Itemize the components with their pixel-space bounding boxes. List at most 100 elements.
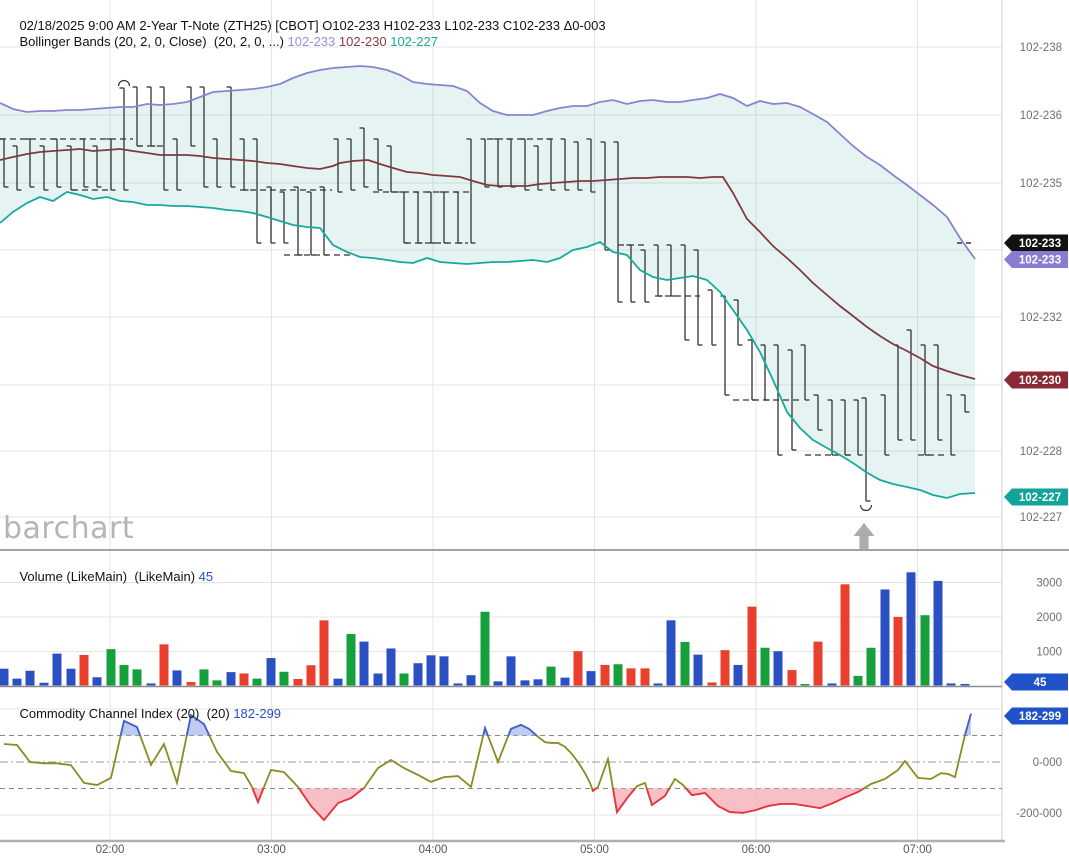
price-bar xyxy=(773,344,783,456)
upper-band-badge-text: 102-233 xyxy=(1019,255,1061,267)
volume-header[interactable]: Volume (LikeMain) (LikeMain) 45 xyxy=(5,554,213,599)
time-axis-label[interactable]: 04:00 xyxy=(419,844,448,856)
price-bar xyxy=(653,244,663,297)
volume-axis-label: 1000 xyxy=(1036,647,1062,659)
volume-bar xyxy=(600,664,610,686)
price-bar xyxy=(707,289,717,346)
volume-bar xyxy=(453,683,463,686)
price-bar xyxy=(546,138,556,191)
price-bar xyxy=(533,145,543,191)
volume-bar xyxy=(439,656,449,686)
barchart-logo: barchart xyxy=(3,511,135,546)
bollinger-header[interactable]: Bollinger Bands (20, 2, 0, Close) (20, 2… xyxy=(5,19,437,64)
bollinger-middle-value: 102-230 xyxy=(338,34,387,49)
price-axis-label: 102-228 xyxy=(1020,446,1062,458)
volume-bar xyxy=(720,650,730,686)
volume-bar xyxy=(707,682,717,686)
volume-bar xyxy=(946,683,956,686)
price-bar xyxy=(933,344,943,441)
volume-value: 45 xyxy=(198,569,214,584)
volume-bar xyxy=(626,668,636,686)
volume-bar xyxy=(546,666,556,686)
price-bar xyxy=(760,344,770,401)
price-bar xyxy=(306,191,316,256)
volume-bar xyxy=(640,668,650,686)
price-bar xyxy=(920,344,930,456)
time-axis-label[interactable]: 05:00 xyxy=(580,844,609,856)
volume-axis-label: 2000 xyxy=(1036,612,1062,624)
price-bar xyxy=(279,191,289,244)
time-axis-label[interactable]: 03:00 xyxy=(257,844,286,856)
volume-bar xyxy=(386,648,396,686)
cci-overbought-fill xyxy=(4,713,971,736)
volume-bar xyxy=(866,647,876,686)
price-bar xyxy=(333,138,343,193)
volume-bar xyxy=(426,655,436,686)
bollinger-middle-line xyxy=(0,148,976,380)
cci-oversold-line xyxy=(251,788,866,822)
volume-bar xyxy=(520,680,530,686)
last-price-badge: 102-233 xyxy=(1004,234,1068,252)
high-arc-marker xyxy=(117,79,131,87)
volume-bar xyxy=(119,664,129,686)
lower-band-badge-text: 102-227 xyxy=(1019,492,1061,504)
price-bar xyxy=(480,138,490,188)
last-price-badge-shape xyxy=(1004,234,1068,252)
cci-header[interactable]: Commodity Channel Index (20) (20) 182-29… xyxy=(5,691,281,736)
price-bar xyxy=(66,145,76,191)
last-price-badge-text: 102-233 xyxy=(1019,238,1061,250)
low-arc-marker xyxy=(859,504,873,512)
volume-bar xyxy=(0,668,9,686)
cci-oversold-region xyxy=(4,788,971,822)
volume-bar xyxy=(827,683,837,686)
middle-band-badge: 102-230 xyxy=(1004,371,1068,389)
time-axis: 02:00 03:00 04:00 05:00 06:00 07:00 xyxy=(96,844,932,856)
upper-band-badge-shape xyxy=(1004,251,1068,268)
cci-panel[interactable] xyxy=(0,713,1002,822)
volume-bar xyxy=(186,682,196,686)
volume-panel[interactable] xyxy=(0,572,970,686)
volume-bar xyxy=(613,664,623,686)
price-bar xyxy=(399,191,409,244)
price-axis-label: 102-236 xyxy=(1020,110,1062,122)
volume-bar xyxy=(466,675,476,686)
price-bar xyxy=(747,339,757,401)
price-bar xyxy=(880,394,890,456)
volume-bar xyxy=(226,672,236,686)
volume-bar xyxy=(760,647,770,686)
volume-bar xyxy=(840,584,850,686)
volume-bar xyxy=(666,620,676,686)
up-arrow-marker xyxy=(853,523,875,549)
main-price-panel[interactable] xyxy=(0,65,976,549)
volume-bar xyxy=(853,675,863,686)
volume-bar xyxy=(266,658,276,686)
price-bar xyxy=(226,86,236,188)
volume-bar xyxy=(52,653,62,686)
volume-bar xyxy=(880,589,890,686)
volume-bar xyxy=(212,680,222,686)
cci-value: 182-299 xyxy=(233,706,282,721)
volume-bar xyxy=(25,670,35,686)
volume-bar xyxy=(92,677,102,686)
volume-bar xyxy=(319,620,329,686)
volume-bar xyxy=(159,644,169,686)
time-axis-label[interactable]: 06:00 xyxy=(742,844,771,856)
time-axis-label[interactable]: 07:00 xyxy=(903,844,932,856)
time-axis-label[interactable]: 02:00 xyxy=(96,844,125,856)
price-bar xyxy=(12,145,22,191)
price-axis-label: 102-235 xyxy=(1020,178,1062,190)
price-bar xyxy=(386,145,396,193)
price-bar xyxy=(426,191,436,244)
price-bar xyxy=(52,138,62,188)
volume-bar xyxy=(893,616,903,686)
middle-band-badge-shape xyxy=(1004,371,1068,389)
cci-badge-text: 182-299 xyxy=(1019,711,1061,723)
price-bar xyxy=(413,191,423,244)
price-bar xyxy=(25,138,35,188)
price-bar xyxy=(680,244,690,341)
volume-label: Volume (LikeMain) (LikeMain) xyxy=(19,569,199,584)
price-bar xyxy=(506,138,516,188)
volume-bar xyxy=(747,606,757,686)
